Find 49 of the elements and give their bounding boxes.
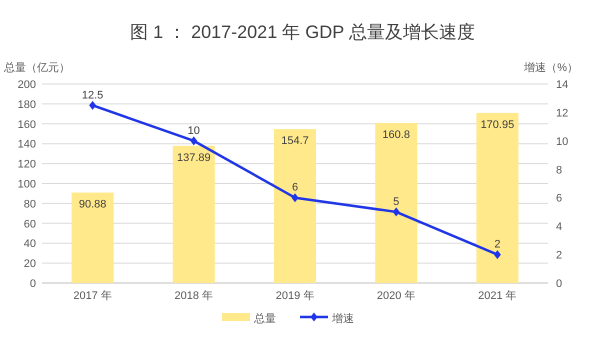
y-tick-label: 20 bbox=[24, 258, 36, 270]
point bbox=[190, 136, 198, 146]
data-label: 2 bbox=[494, 238, 500, 251]
point bbox=[494, 250, 501, 260]
data-label: 12.5 bbox=[82, 89, 104, 102]
y2-tick-label: 6 bbox=[556, 192, 562, 205]
y2-tick-label: 2 bbox=[556, 250, 562, 262]
chart-title: 图 1 ： 2017-2021 年 GDP 总量及增长速度 bbox=[130, 22, 475, 42]
y2-tick-label: 14 bbox=[556, 79, 568, 91]
y2-tick-label: 10 bbox=[556, 136, 568, 148]
bar bbox=[476, 112, 518, 283]
data-label: 6 bbox=[292, 182, 298, 194]
x-tick-label: 2019 年 bbox=[276, 290, 314, 302]
data-label: 170.95 bbox=[480, 118, 514, 131]
y-tick-label: 0 bbox=[30, 278, 36, 290]
y-tick-label: 80 bbox=[24, 198, 36, 210]
legend-label: 增速 bbox=[331, 312, 354, 325]
x-tick-label: 2020 年 bbox=[376, 290, 416, 302]
y2-axis-title: 增速（%） bbox=[523, 61, 578, 74]
bar bbox=[172, 146, 215, 283]
y-tick-label: 200 bbox=[18, 79, 36, 91]
x-tick-label: 2018 年 bbox=[174, 290, 214, 302]
bar bbox=[375, 123, 418, 283]
point bbox=[392, 207, 400, 216]
data-label: 154.7 bbox=[281, 135, 309, 148]
y-tick-label: 60 bbox=[24, 218, 36, 230]
data-label: 90.88 bbox=[78, 198, 106, 211]
y-axis-title: 总量（亿元） bbox=[3, 61, 70, 74]
bar bbox=[274, 129, 316, 283]
x-tick-label: 2017 年 bbox=[73, 290, 112, 302]
y2-tick-label: 8 bbox=[556, 164, 562, 176]
data-label: 5 bbox=[393, 196, 400, 208]
point bbox=[292, 193, 298, 202]
y2-tick-label: 12 bbox=[556, 107, 568, 120]
point bbox=[89, 100, 96, 110]
data-label: 160.8 bbox=[382, 129, 410, 142]
y2-tick-label: 4 bbox=[556, 221, 562, 234]
y-tick-label: 120 bbox=[18, 158, 36, 171]
y2-tick-label: 0 bbox=[556, 278, 562, 290]
y-tick-label: 160 bbox=[18, 118, 36, 131]
legend-label: 总量 bbox=[253, 312, 276, 325]
data-label: 137.89 bbox=[176, 152, 211, 164]
y-tick-label: 40 bbox=[24, 238, 36, 250]
y-tick-label: 100 bbox=[18, 178, 36, 190]
x-tick-label: 2021 年 bbox=[478, 290, 517, 302]
y-tick-label: 180 bbox=[18, 98, 36, 111]
y-tick-label: 140 bbox=[18, 138, 36, 151]
bar bbox=[72, 192, 114, 283]
data-label: 10 bbox=[188, 124, 200, 137]
